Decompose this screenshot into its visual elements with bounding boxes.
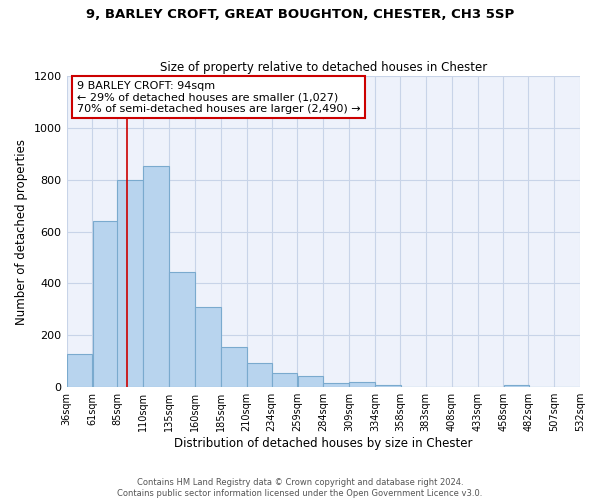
Bar	[400, 386, 425, 387]
Bar	[375, 385, 401, 387]
Bar	[323, 383, 349, 387]
Title: Size of property relative to detached houses in Chester: Size of property relative to detached ho…	[160, 60, 487, 74]
Bar	[92, 222, 118, 387]
X-axis label: Distribution of detached houses by size in Chester: Distribution of detached houses by size …	[174, 437, 473, 450]
Text: 9, BARLEY CROFT, GREAT BOUGHTON, CHESTER, CH3 5SP: 9, BARLEY CROFT, GREAT BOUGHTON, CHESTER…	[86, 8, 514, 20]
Bar	[169, 272, 195, 387]
Y-axis label: Number of detached properties: Number of detached properties	[15, 138, 28, 324]
Text: 9 BARLEY CROFT: 94sqm
← 29% of detached houses are smaller (1,027)
70% of semi-d: 9 BARLEY CROFT: 94sqm ← 29% of detached …	[77, 80, 361, 114]
Bar	[272, 374, 297, 387]
Bar	[349, 382, 375, 387]
Text: Contains HM Land Registry data © Crown copyright and database right 2024.
Contai: Contains HM Land Registry data © Crown c…	[118, 478, 482, 498]
Bar	[143, 166, 169, 387]
Bar	[247, 363, 272, 387]
Bar	[67, 354, 92, 387]
Bar	[503, 386, 529, 387]
Bar	[221, 347, 247, 387]
Bar	[118, 180, 143, 387]
Bar	[298, 376, 323, 387]
Bar	[195, 307, 221, 387]
